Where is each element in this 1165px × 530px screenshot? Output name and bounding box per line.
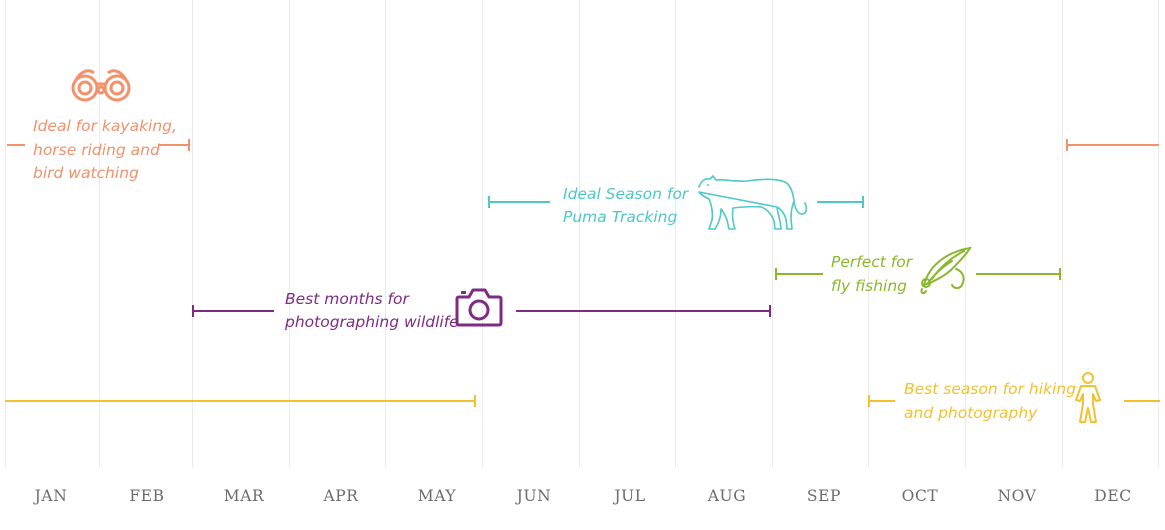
kayaking-label-line3: bird watching xyxy=(33,164,139,182)
hiking-range-line xyxy=(5,400,476,402)
gridline xyxy=(1062,0,1063,468)
kayaking-range-end-cap xyxy=(188,139,190,151)
gridline xyxy=(192,0,193,468)
gridline xyxy=(99,0,100,468)
month-label-mar: MAR xyxy=(223,487,265,505)
puma-icon xyxy=(698,175,808,230)
gridline xyxy=(289,0,290,468)
kayaking-range-line xyxy=(7,144,25,146)
hiking-range-line xyxy=(868,400,895,402)
gridline xyxy=(965,0,966,468)
month-label-may: MAY xyxy=(417,487,457,505)
month-label-aug: AUG xyxy=(707,487,747,505)
kayaking-range-line xyxy=(158,144,190,146)
kayaking-label-line2: horse riding and xyxy=(33,141,160,159)
fishing-fly-icon xyxy=(920,246,972,295)
hiking-label-line2: and photography xyxy=(904,404,1038,422)
photo-range-end-cap xyxy=(769,305,771,317)
gridline xyxy=(1158,0,1159,468)
puma-range-line xyxy=(488,201,550,203)
month-label-sep: SEP xyxy=(806,487,842,505)
fishing-range-end-cap xyxy=(1059,268,1061,280)
hiking-label-line1: Best season for hiking xyxy=(904,380,1076,398)
month-label-apr: APR xyxy=(323,487,359,505)
photo-range-line xyxy=(516,310,771,312)
gridline xyxy=(385,0,386,468)
fishing-range-line xyxy=(775,273,823,275)
kayaking-label-line1: Ideal for kayaking, xyxy=(33,117,177,135)
kayaking-range-line xyxy=(1066,144,1159,146)
gridline xyxy=(675,0,676,468)
fishing-range-line xyxy=(976,273,1061,275)
puma-label-line1: Ideal Season for xyxy=(563,185,689,203)
fishing-label-line1: Perfect for xyxy=(831,253,913,271)
photo-range-line xyxy=(192,310,274,312)
fishing-label-line2: fly fishing xyxy=(831,277,907,295)
gridline xyxy=(868,0,869,468)
gridline xyxy=(772,0,773,468)
binoculars-icon xyxy=(71,69,131,102)
gridline xyxy=(5,0,6,468)
hiking-range-line xyxy=(1124,400,1160,402)
puma-range-end-cap xyxy=(862,196,864,208)
month-label-feb: FEB xyxy=(129,487,165,505)
photo-label-line2: photographing wildlife xyxy=(285,313,459,331)
photo-label-line1: Best months for xyxy=(285,290,409,308)
month-label-jan: JAN xyxy=(34,487,68,505)
month-label-jun: JUN xyxy=(516,487,552,505)
puma-label-line2: Puma Tracking xyxy=(563,208,678,226)
month-label-nov: NOV xyxy=(997,487,1037,505)
gridline xyxy=(579,0,580,468)
hiking-range-end-cap xyxy=(474,395,476,407)
camera-icon xyxy=(455,288,503,327)
gridline xyxy=(482,0,483,468)
month-label-oct: OCT xyxy=(901,487,939,505)
hiker-icon xyxy=(1075,372,1101,423)
puma-range-line xyxy=(817,201,864,203)
month-label-dec: DEC xyxy=(1094,487,1132,505)
month-label-jul: JUL xyxy=(614,487,646,505)
